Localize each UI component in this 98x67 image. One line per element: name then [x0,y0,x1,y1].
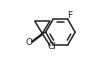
Text: O: O [26,38,33,47]
Text: F: F [68,11,73,20]
Text: Cl: Cl [47,42,56,51]
